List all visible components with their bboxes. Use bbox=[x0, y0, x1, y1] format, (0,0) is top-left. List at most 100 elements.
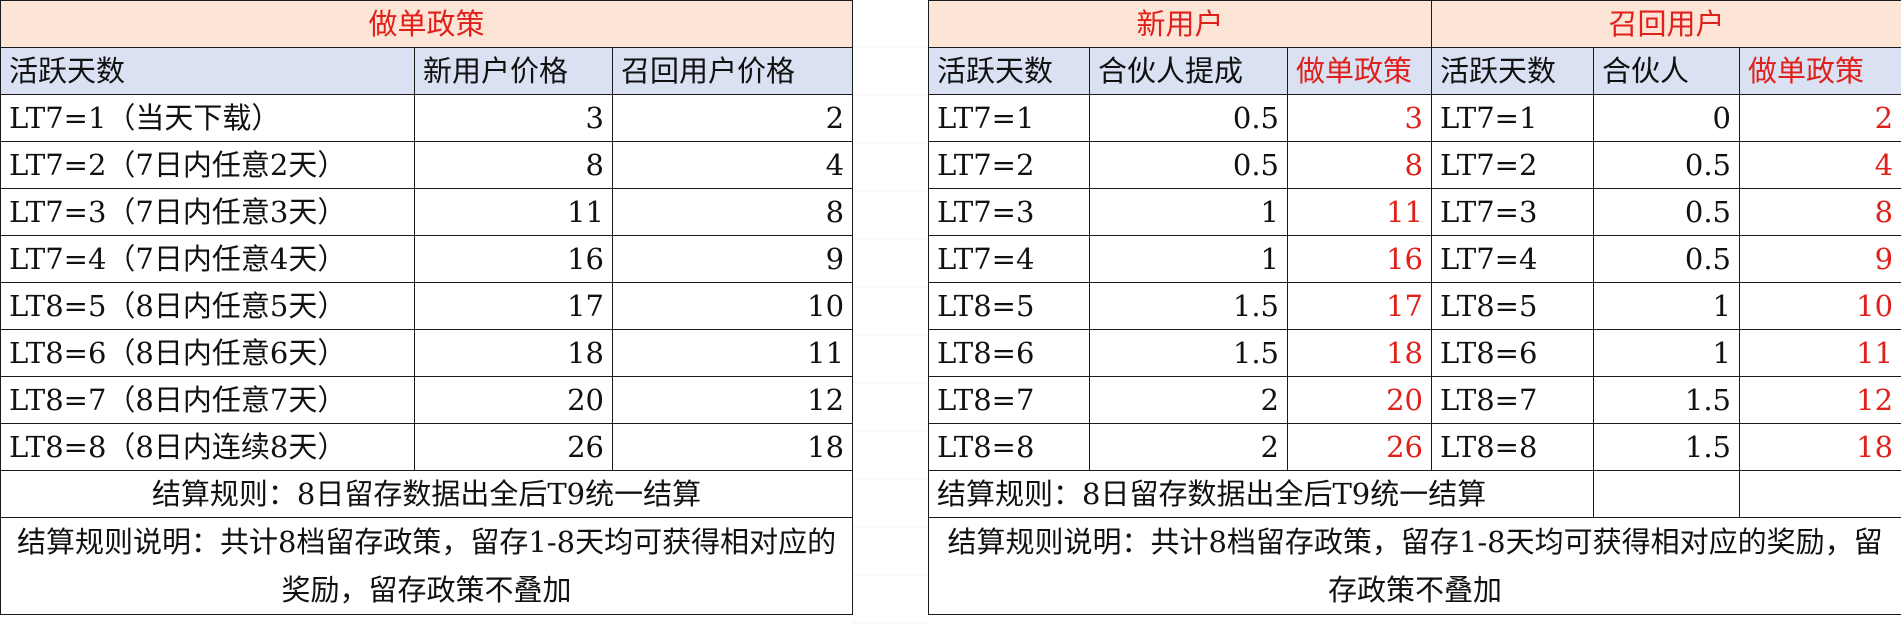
policy-table-right: 新用户 召回用户 活跃天数 合伙人提成 做单政策 活跃天数 合伙人 做单政策 L… bbox=[927, 0, 1901, 615]
settlement-rule-note: 结算规则说明：共计8档留存政策，留存1-8天均可获得相对应的奖励，留存政策不叠加 bbox=[0, 517, 854, 615]
cell-days: LT8=5 bbox=[928, 282, 1090, 330]
table-row: LT7=1 0.5 3 LT7=1 0 2 bbox=[928, 94, 1901, 142]
cell-days-recall: LT7=3 bbox=[1431, 188, 1594, 236]
table-row: LT7=2（7日内任意2天） 8 4 bbox=[0, 141, 854, 189]
cell-policy-recall: 8 bbox=[1738, 188, 1901, 236]
cell-policy: 8 bbox=[1287, 141, 1432, 189]
cell-policy: 17 bbox=[1287, 282, 1432, 330]
cell-partner: 1.5 bbox=[1593, 376, 1740, 424]
cell-days: LT8=7（8日内任意7天） bbox=[0, 376, 415, 424]
cell-commission: 1.5 bbox=[1089, 282, 1288, 330]
table-row: LT8=6（8日内任意6天） 18 11 bbox=[0, 329, 854, 377]
cell-partner: 1 bbox=[1593, 282, 1740, 330]
cell-new-price: 3 bbox=[414, 94, 613, 142]
header-active-days-recall: 活跃天数 bbox=[1431, 47, 1594, 95]
cell-days: LT8=7 bbox=[928, 376, 1090, 424]
cell-new-price: 18 bbox=[414, 329, 613, 377]
cell-policy-recall: 18 bbox=[1738, 423, 1901, 471]
cell-policy-recall: 12 bbox=[1738, 376, 1901, 424]
cell-days-recall: LT8=5 bbox=[1431, 282, 1594, 330]
table-row: LT8=6 1.5 18 LT8=6 1 11 bbox=[928, 329, 1901, 377]
cell-recall-price: 4 bbox=[611, 141, 854, 189]
cell-recall-price: 8 bbox=[611, 188, 854, 236]
empty-cell bbox=[1738, 470, 1901, 518]
table-row: LT7=3 1 11 LT7=3 0.5 8 bbox=[928, 188, 1901, 236]
cell-partner: 0.5 bbox=[1593, 235, 1740, 283]
empty-cell bbox=[1593, 470, 1740, 518]
cell-days: LT7=3 bbox=[928, 188, 1090, 236]
table-row: LT7=3（7日内任意3天） 11 8 bbox=[0, 188, 854, 236]
header-recall-user-price: 召回用户价格 bbox=[611, 47, 854, 95]
cell-new-price: 16 bbox=[414, 235, 613, 283]
cell-days: LT7=4（7日内任意4天） bbox=[0, 235, 415, 283]
cell-commission: 1.5 bbox=[1089, 329, 1288, 377]
settlement-rule: 结算规则：8日留存数据出全后T9统一结算 bbox=[0, 470, 854, 518]
cell-new-price: 8 bbox=[414, 141, 613, 189]
cell-days: LT8=8（8日内连续8天） bbox=[0, 423, 415, 471]
cell-recall-price: 18 bbox=[611, 423, 854, 471]
cell-days-recall: LT7=2 bbox=[1431, 141, 1594, 189]
gridline-gap bbox=[852, 0, 928, 626]
settlement-rule: 结算规则：8日留存数据出全后T9统一结算 bbox=[928, 470, 1594, 518]
cell-policy: 18 bbox=[1287, 329, 1432, 377]
cell-policy-recall: 11 bbox=[1738, 329, 1901, 377]
cell-recall-price: 2 bbox=[611, 94, 854, 142]
header-new-user-price: 新用户价格 bbox=[414, 47, 613, 95]
cell-days: LT7=3（7日内任意3天） bbox=[0, 188, 415, 236]
cell-policy: 26 bbox=[1287, 423, 1432, 471]
cell-commission: 0.5 bbox=[1089, 94, 1288, 142]
cell-policy-recall: 4 bbox=[1738, 141, 1901, 189]
cell-new-price: 26 bbox=[414, 423, 613, 471]
header-order-policy-recall: 做单政策 bbox=[1738, 47, 1901, 95]
header-active-days: 活跃天数 bbox=[928, 47, 1090, 95]
cell-partner: 1.5 bbox=[1593, 423, 1740, 471]
cell-days: LT8=6（8日内任意6天） bbox=[0, 329, 415, 377]
table-row: LT7=4 1 16 LT7=4 0.5 9 bbox=[928, 235, 1901, 283]
cell-policy: 3 bbox=[1287, 94, 1432, 142]
cell-policy-recall: 10 bbox=[1738, 282, 1901, 330]
cell-partner: 1 bbox=[1593, 329, 1740, 377]
cell-partner: 0 bbox=[1593, 94, 1740, 142]
cell-recall-price: 11 bbox=[611, 329, 854, 377]
cell-partner: 0.5 bbox=[1593, 188, 1740, 236]
table-title: 做单政策 bbox=[0, 0, 854, 48]
table-row: LT8=5（8日内任意5天） 17 10 bbox=[0, 282, 854, 330]
header-partner-commission: 合伙人提成 bbox=[1089, 47, 1288, 95]
table-row: LT7=4（7日内任意4天） 16 9 bbox=[0, 235, 854, 283]
table-row: LT8=8（8日内连续8天） 26 18 bbox=[0, 423, 854, 471]
cell-new-price: 11 bbox=[414, 188, 613, 236]
header-partner: 合伙人 bbox=[1593, 47, 1740, 95]
cell-days: LT8=8 bbox=[928, 423, 1090, 471]
table-row: LT7=1（当天下载） 3 2 bbox=[0, 94, 854, 142]
cell-days: LT7=2 bbox=[928, 141, 1090, 189]
cell-days: LT7=2（7日内任意2天） bbox=[0, 141, 415, 189]
cell-policy: 20 bbox=[1287, 376, 1432, 424]
cell-commission: 0.5 bbox=[1089, 141, 1288, 189]
cell-policy-recall: 9 bbox=[1738, 235, 1901, 283]
cell-partner: 0.5 bbox=[1593, 141, 1740, 189]
cell-days: LT7=4 bbox=[928, 235, 1090, 283]
cell-commission: 2 bbox=[1089, 423, 1288, 471]
cell-recall-price: 9 bbox=[611, 235, 854, 283]
cell-days: LT7=1 bbox=[928, 94, 1090, 142]
cell-policy-recall: 2 bbox=[1738, 94, 1901, 142]
cell-commission: 1 bbox=[1089, 235, 1288, 283]
header-order-policy: 做单政策 bbox=[1287, 47, 1432, 95]
table-row: LT8=8 2 26 LT8=8 1.5 18 bbox=[928, 423, 1901, 471]
cell-days-recall: LT8=7 bbox=[1431, 376, 1594, 424]
group-recall-user: 召回用户 bbox=[1430, 0, 1901, 48]
cell-days-recall: LT7=1 bbox=[1431, 94, 1594, 142]
cell-days: LT8=5（8日内任意5天） bbox=[0, 282, 415, 330]
cell-policy: 16 bbox=[1287, 235, 1432, 283]
cell-days: LT8=6 bbox=[928, 329, 1090, 377]
cell-commission: 2 bbox=[1089, 376, 1288, 424]
table-row: LT8=7（8日内任意7天） 20 12 bbox=[0, 376, 854, 424]
cell-new-price: 20 bbox=[414, 376, 613, 424]
table-row: LT8=5 1.5 17 LT8=5 1 10 bbox=[928, 282, 1901, 330]
cell-recall-price: 12 bbox=[611, 376, 854, 424]
cell-days-recall: LT7=4 bbox=[1431, 235, 1594, 283]
cell-recall-price: 10 bbox=[611, 282, 854, 330]
table-row: LT7=2 0.5 8 LT7=2 0.5 4 bbox=[928, 141, 1901, 189]
cell-policy: 11 bbox=[1287, 188, 1432, 236]
cell-commission: 1 bbox=[1089, 188, 1288, 236]
